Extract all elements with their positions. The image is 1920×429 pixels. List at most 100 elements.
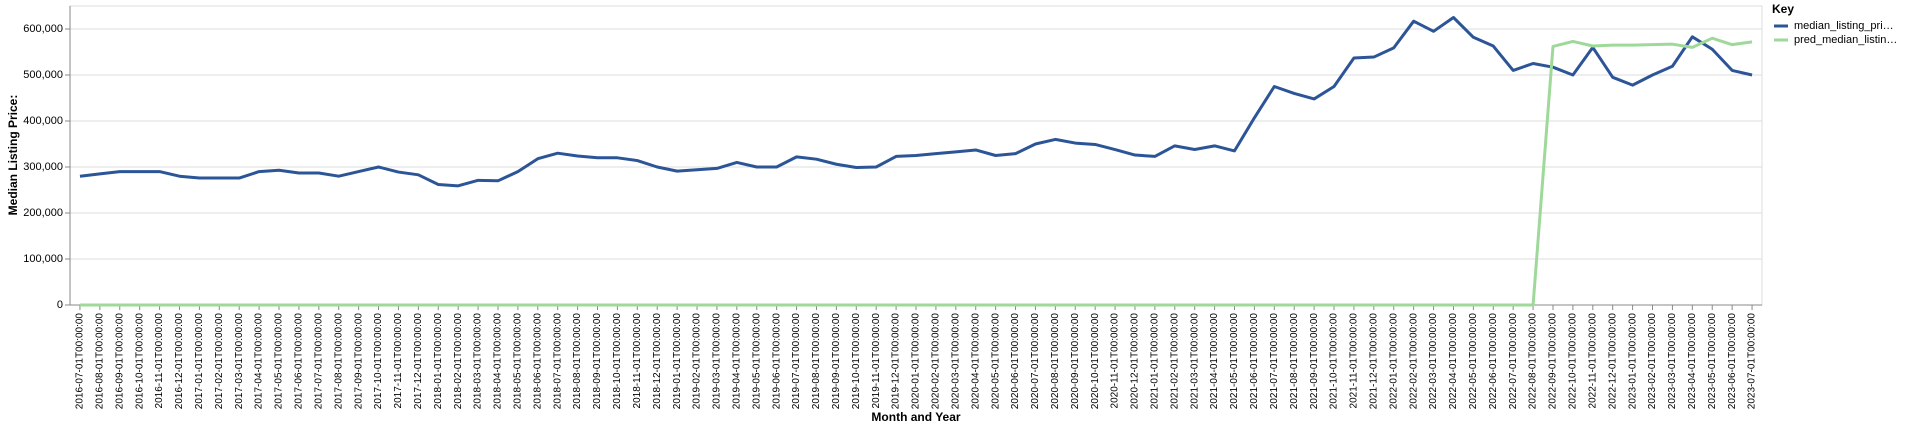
x-tick-label: 2017-05-01T00:00:00 — [274, 313, 285, 410]
x-tick-label: 2017-02-01T00:00:00 — [214, 313, 225, 410]
x-tick-label: 2017-04-01T00:00:00 — [254, 313, 265, 410]
x-tick-label: 2023-06-01T00:00:00 — [1727, 313, 1738, 410]
legend-label: median_listing_pri… — [1794, 20, 1894, 32]
x-tick-label: 2016-12-01T00:00:00 — [174, 313, 185, 410]
x-tick-label: 2017-01-01T00:00:00 — [194, 313, 205, 410]
x-tick-label: 2021-12-01T00:00:00 — [1368, 313, 1379, 410]
x-tick-label: 2016-09-01T00:00:00 — [114, 313, 125, 410]
legend-label: pred_median_listin… — [1794, 34, 1897, 46]
x-tick-label: 2019-10-01T00:00:00 — [851, 313, 862, 410]
x-tick-label: 2022-08-01T00:00:00 — [1528, 313, 1539, 410]
x-tick-label: 2020-03-01T00:00:00 — [950, 313, 961, 410]
x-tick-label: 2021-06-01T00:00:00 — [1249, 313, 1260, 410]
x-tick-label: 2022-07-01T00:00:00 — [1508, 313, 1519, 410]
x-tick-label: 2019-06-01T00:00:00 — [771, 313, 782, 410]
y-tick-label: 600,000 — [23, 23, 63, 35]
x-tick-label: 2017-03-01T00:00:00 — [234, 313, 245, 410]
x-tick-label: 2021-01-01T00:00:00 — [1150, 313, 1161, 410]
y-tick-label: 500,000 — [23, 69, 63, 81]
x-tick-label: 2019-07-01T00:00:00 — [791, 313, 802, 410]
x-tick-label: 2022-02-01T00:00:00 — [1408, 313, 1419, 410]
x-tick-label: 2017-11-01T00:00:00 — [393, 313, 404, 409]
x-tick-label: 2019-05-01T00:00:00 — [751, 313, 762, 410]
x-tick-label: 2018-04-01T00:00:00 — [493, 313, 504, 410]
x-tick-label: 2020-10-01T00:00:00 — [1090, 313, 1101, 410]
x-tick-label: 2020-11-01T00:00:00 — [1110, 313, 1121, 409]
x-tick-label: 2022-01-01T00:00:00 — [1388, 313, 1399, 410]
x-tick-label: 2020-01-01T00:00:00 — [911, 313, 922, 410]
x-tick-label: 2018-09-01T00:00:00 — [592, 313, 603, 410]
x-tick-label: 2022-12-01T00:00:00 — [1607, 313, 1618, 410]
x-tick-label: 2022-09-01T00:00:00 — [1548, 313, 1559, 410]
x-tick-label: 2020-09-01T00:00:00 — [1070, 313, 1081, 410]
x-tick-label: 2018-07-01T00:00:00 — [552, 313, 563, 410]
x-tick-label: 2022-10-01T00:00:00 — [1568, 313, 1579, 410]
x-tick-label: 2023-02-01T00:00:00 — [1647, 313, 1658, 410]
y-tick-label: 100,000 — [23, 253, 63, 265]
x-tick-label: 2021-05-01T00:00:00 — [1229, 313, 1240, 410]
x-tick-label: 2021-03-01T00:00:00 — [1189, 313, 1200, 410]
x-tick-label: 2021-10-01T00:00:00 — [1329, 313, 1340, 410]
x-tick-label: 2020-07-01T00:00:00 — [1030, 313, 1041, 410]
y-tick-label: 400,000 — [23, 115, 63, 127]
x-tick-label: 2016-10-01T00:00:00 — [134, 313, 145, 410]
x-tick-label: 2019-12-01T00:00:00 — [891, 313, 902, 410]
x-tick-label: 2023-04-01T00:00:00 — [1687, 313, 1698, 410]
y-tick-label: 300,000 — [23, 161, 63, 173]
x-tick-label: 2016-07-01T00:00:00 — [75, 313, 86, 410]
x-tick-label: 2021-04-01T00:00:00 — [1209, 313, 1220, 410]
line-series — [79, 16, 1753, 188]
x-tick-label: 2019-04-01T00:00:00 — [731, 313, 742, 410]
x-tick-label: 2019-11-01T00:00:00 — [871, 313, 882, 409]
x-tick-label: 2020-12-01T00:00:00 — [1130, 313, 1141, 410]
x-tick-label: 2021-07-01T00:00:00 — [1269, 313, 1280, 410]
x-tick-label: 2018-06-01T00:00:00 — [532, 313, 543, 410]
x-tick-label: 2017-09-01T00:00:00 — [353, 313, 364, 410]
legend-title: Key — [1772, 2, 1794, 16]
x-tick-label: 2021-11-01T00:00:00 — [1349, 313, 1360, 409]
line-series — [79, 36, 1753, 307]
x-tick-label: 2020-05-01T00:00:00 — [990, 313, 1001, 410]
x-tick-label: 2020-04-01T00:00:00 — [970, 313, 981, 410]
x-tick-label: 2022-04-01T00:00:00 — [1448, 313, 1459, 410]
x-tick-label: 2018-02-01T00:00:00 — [453, 313, 464, 410]
x-tick-label: 2019-01-01T00:00:00 — [672, 313, 683, 410]
x-tick-label: 2022-03-01T00:00:00 — [1428, 313, 1439, 410]
x-tick-label: 2023-03-01T00:00:00 — [1667, 313, 1678, 410]
x-tick-label: 2019-09-01T00:00:00 — [831, 313, 842, 410]
x-tick-label: 2023-05-01T00:00:00 — [1707, 313, 1718, 410]
y-tick-label: 200,000 — [23, 207, 63, 219]
x-tick-label: 2016-08-01T00:00:00 — [94, 313, 105, 410]
x-tick-label: 2021-08-01T00:00:00 — [1289, 313, 1300, 410]
y-axis-title: Median Listing Price: — [6, 95, 20, 216]
x-tick-label: 2018-01-01T00:00:00 — [433, 313, 444, 410]
x-tick-label: 2018-03-01T00:00:00 — [473, 313, 484, 410]
x-tick-label: 2018-11-01T00:00:00 — [632, 313, 643, 409]
x-tick-label: 2018-08-01T00:00:00 — [572, 313, 583, 410]
y-tick-label: 0 — [57, 299, 63, 311]
x-tick-label: 2017-08-01T00:00:00 — [333, 313, 344, 410]
x-tick-label: 2018-05-01T00:00:00 — [513, 313, 524, 410]
x-tick-label: 2020-06-01T00:00:00 — [1010, 313, 1021, 410]
x-tick-label: 2017-07-01T00:00:00 — [313, 313, 324, 410]
x-tick-label: 2017-12-01T00:00:00 — [413, 313, 424, 410]
x-tick-label: 2023-07-01T00:00:00 — [1747, 313, 1758, 410]
x-tick-label: 2018-12-01T00:00:00 — [652, 313, 663, 410]
x-axis-title: Month and Year — [871, 410, 960, 424]
x-tick-label: 2022-11-01T00:00:00 — [1587, 313, 1598, 409]
x-tick-label: 2019-02-01T00:00:00 — [692, 313, 703, 410]
x-tick-label: 2022-05-01T00:00:00 — [1468, 313, 1479, 410]
x-tick-label: 2017-10-01T00:00:00 — [373, 313, 384, 410]
x-tick-label: 2016-11-01T00:00:00 — [154, 313, 165, 409]
x-tick-label: 2018-10-01T00:00:00 — [612, 313, 623, 410]
x-tick-label: 2020-08-01T00:00:00 — [1050, 313, 1061, 410]
x-tick-label: 2021-09-01T00:00:00 — [1309, 313, 1320, 410]
x-tick-label: 2023-01-01T00:00:00 — [1627, 313, 1638, 410]
x-tick-label: 2022-06-01T00:00:00 — [1488, 313, 1499, 410]
x-tick-label: 2019-03-01T00:00:00 — [712, 313, 723, 410]
x-tick-label: 2017-06-01T00:00:00 — [294, 313, 305, 410]
x-tick-label: 2021-02-01T00:00:00 — [1169, 313, 1180, 410]
x-tick-label: 2020-02-01T00:00:00 — [931, 313, 942, 410]
x-tick-label: 2019-08-01T00:00:00 — [811, 313, 822, 410]
